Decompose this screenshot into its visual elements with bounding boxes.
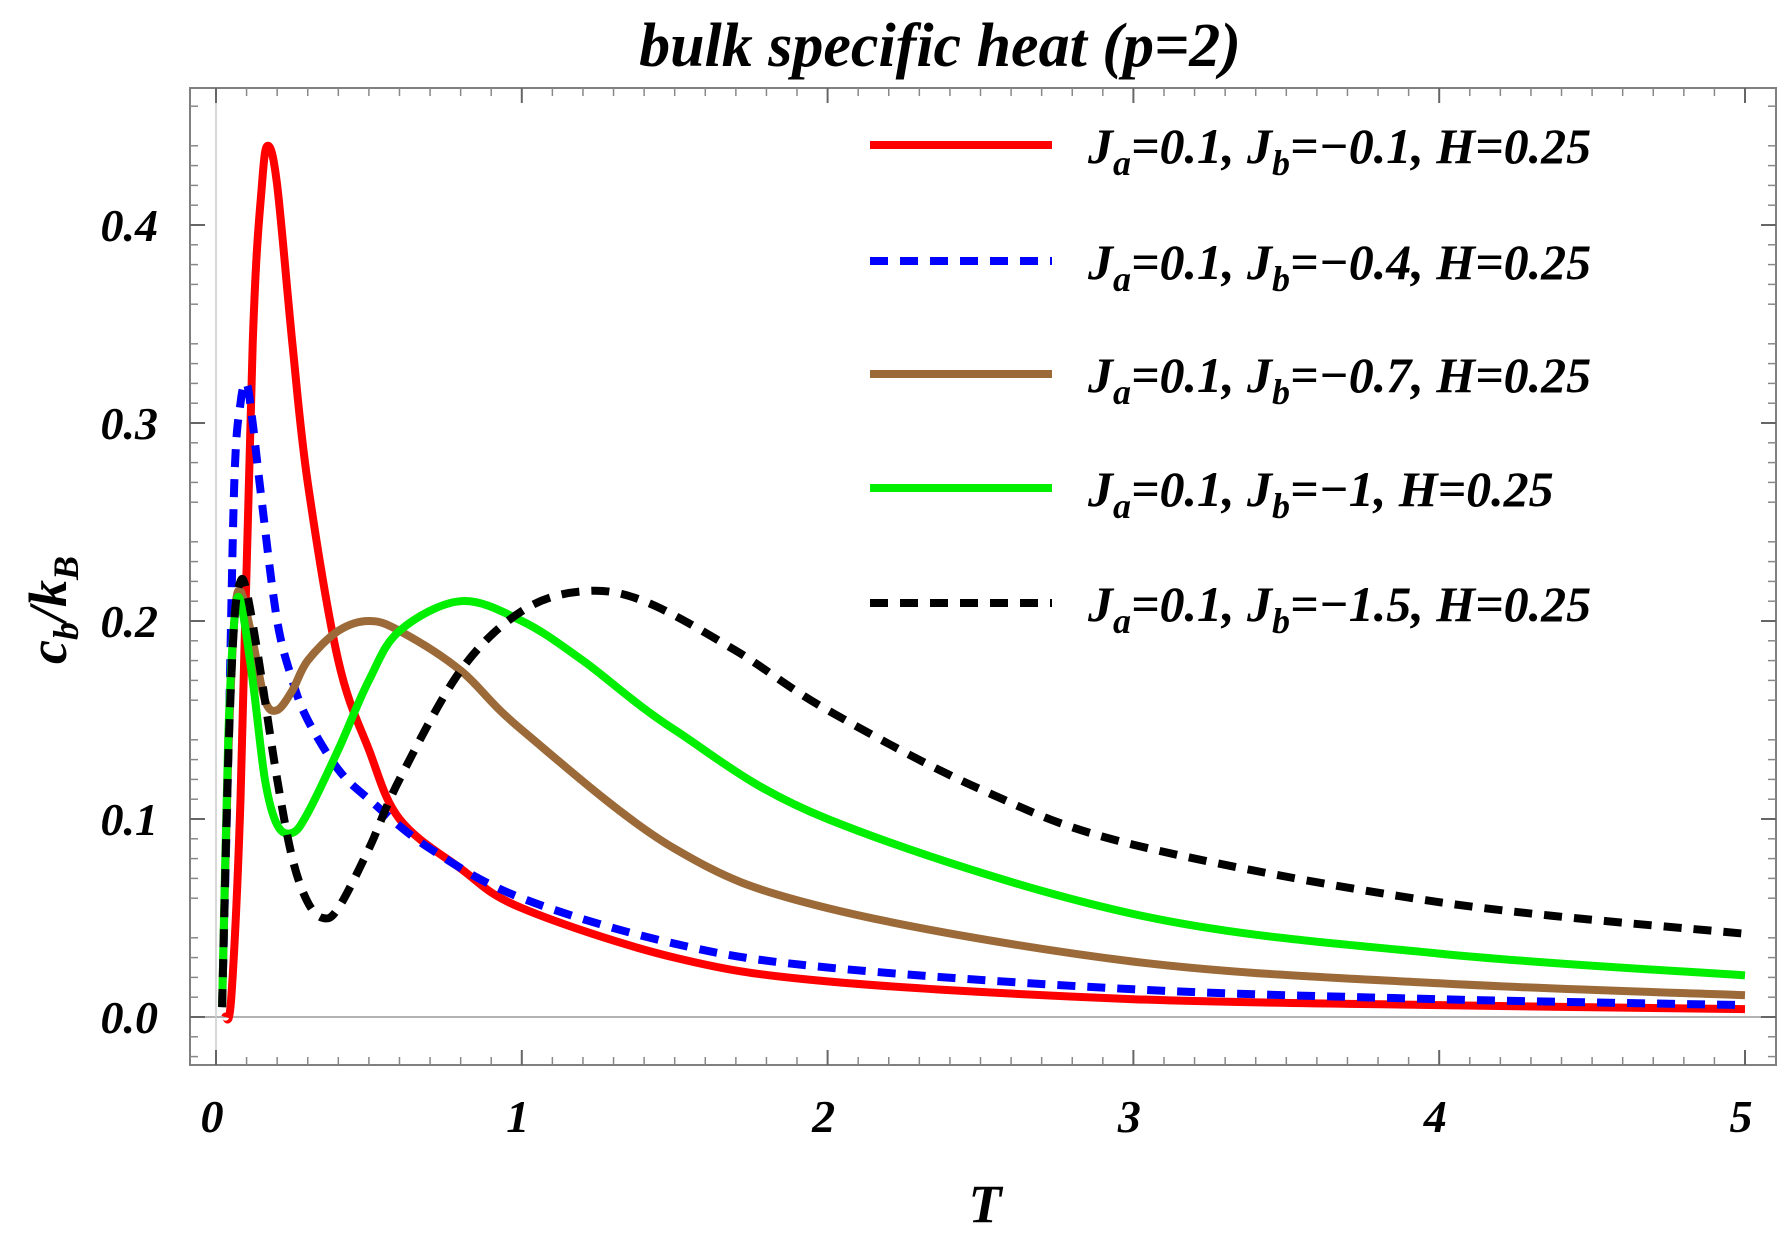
- legend-label-part: =0.1,: [1131, 576, 1247, 632]
- legend-label-part: J: [1246, 576, 1274, 632]
- y-tick-label: 0.4: [101, 200, 159, 251]
- chart-title: bulk specific heat (p=2): [639, 12, 1241, 80]
- legend-label-5: Ja=0.1, Jb=−1.5, H=0.25: [1087, 576, 1591, 641]
- x-tick-label: 1: [506, 1091, 529, 1142]
- legend-label-part: =−0.7, H=0.25: [1290, 347, 1591, 403]
- series-line-4: [218, 592, 1746, 1008]
- axis-ticks: 0 1 2 3 4 5 0.0 0.1 0.2 0.3 0.4: [101, 88, 1776, 1142]
- series-line-2: [218, 378, 1746, 1010]
- legend-label-part: J: [1246, 347, 1274, 403]
- y-label-main: c: [18, 640, 78, 664]
- legend-label-part: =−1.5, H=0.25: [1290, 576, 1591, 632]
- x-tick-label: 5: [1730, 1091, 1753, 1142]
- legend-label-part: J: [1087, 347, 1115, 403]
- legend-label-part: a: [1113, 259, 1131, 299]
- legend-label-part: J: [1087, 234, 1115, 290]
- legend-label-4: Ja=0.1, Jb=−1, H=0.25: [1087, 461, 1554, 526]
- y-tick-label: 0.1: [101, 794, 159, 845]
- y-label-sub2: B: [46, 556, 86, 581]
- y-tick-label: 0.0: [101, 992, 159, 1043]
- series-line-5: [218, 574, 1746, 1008]
- series-line-3: [218, 586, 1746, 1008]
- legend-label-part: =−0.1, H=0.25: [1290, 118, 1591, 174]
- legend-label-part: a: [1113, 601, 1131, 641]
- legend-label-part: b: [1272, 372, 1290, 412]
- x-tick-label: 0: [201, 1091, 224, 1142]
- y-axis-label: cb/kB: [18, 556, 86, 664]
- legend-label-part: b: [1272, 259, 1290, 299]
- legend-label-part: J: [1246, 461, 1274, 517]
- legend-label-part: b: [1272, 143, 1290, 183]
- legend-label-part: J: [1087, 118, 1115, 174]
- legend-label-part: =0.1,: [1131, 347, 1247, 403]
- legend-label-part: =0.1,: [1131, 234, 1247, 290]
- x-tick-label: 2: [811, 1091, 835, 1142]
- x-tick-label: 4: [1423, 1091, 1447, 1142]
- plot-area: [190, 88, 1776, 1065]
- legend-label-2: Ja=0.1, Jb=−0.4, H=0.25: [1087, 234, 1591, 299]
- legend-label-1: Ja=0.1, Jb=−0.1, H=0.25: [1087, 118, 1591, 183]
- legend-label-part: =−1, H=0.25: [1290, 461, 1554, 517]
- legend-label-part: J: [1087, 576, 1115, 632]
- legend-label-part: a: [1113, 372, 1131, 412]
- legend-label-part: a: [1113, 143, 1131, 183]
- legend-label-3: Ja=0.1, Jb=−0.7, H=0.25: [1087, 347, 1591, 412]
- y-tick-label: 0.2: [101, 596, 159, 647]
- legend-label-part: =0.1,: [1131, 118, 1247, 174]
- legend-label-part: a: [1113, 486, 1131, 526]
- legend-label-part: b: [1272, 601, 1290, 641]
- y-label-sep: /k: [18, 580, 78, 626]
- legend-label-part: J: [1087, 461, 1115, 517]
- series-line-1: [221, 141, 1746, 1024]
- plot-frame: [189, 87, 1777, 1066]
- x-tick-label: 3: [1117, 1091, 1141, 1142]
- legend-label-part: =0.1,: [1131, 461, 1247, 517]
- legend-label-part: b: [1272, 486, 1290, 526]
- y-label-sub1: b: [46, 622, 86, 640]
- legend-label-part: =−0.4, H=0.25: [1290, 234, 1591, 290]
- legend-label-part: J: [1246, 118, 1274, 174]
- legend-label-part: J: [1246, 234, 1274, 290]
- y-tick-label: 0.3: [101, 398, 159, 449]
- x-axis-label: T: [969, 1174, 1004, 1234]
